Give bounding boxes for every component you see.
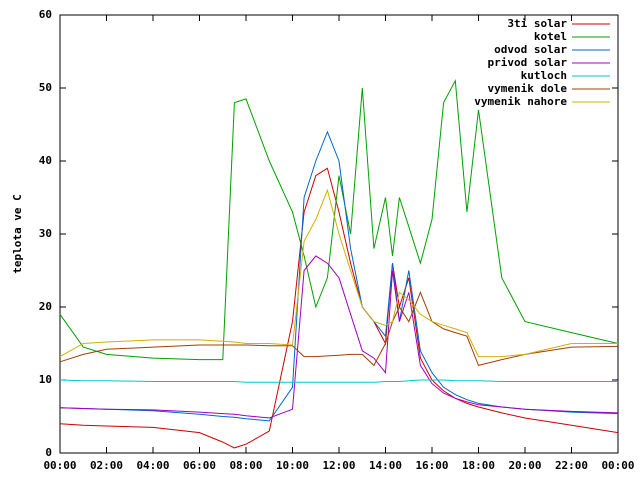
- x-tick-label: 00:00: [601, 459, 634, 472]
- series-line: [59, 188, 618, 358]
- x-tick-label: 00:00: [43, 459, 76, 472]
- legend-label: odvod solar: [494, 43, 567, 56]
- x-tick-label: 22:00: [555, 459, 588, 472]
- y-tick-label: 10: [39, 373, 52, 386]
- legend-label: 3ti solar: [507, 17, 567, 30]
- x-tick-label: 10:00: [276, 459, 309, 472]
- legend-label: privod solar: [488, 56, 568, 69]
- x-tick-label: 02:00: [90, 459, 123, 472]
- x-tick-label: 12:00: [322, 459, 355, 472]
- legend-label: vymenik nahore: [474, 95, 567, 108]
- y-tick-label: 50: [39, 81, 52, 94]
- y-tick-label: 40: [39, 154, 52, 167]
- x-tick-label: 20:00: [508, 459, 541, 472]
- series-line: [59, 379, 618, 383]
- legend-label: vymenik dole: [488, 82, 568, 95]
- x-tick-label: 04:00: [136, 459, 169, 472]
- y-tick-label: 30: [39, 227, 52, 240]
- series-line: [59, 255, 619, 419]
- x-tick-label: 08:00: [229, 459, 262, 472]
- series-line: [59, 78, 619, 361]
- y-tick-label: 60: [39, 8, 52, 21]
- y-axis-label: teplota ve C: [11, 194, 24, 273]
- x-tick-label: 16:00: [415, 459, 448, 472]
- y-tick-label: 20: [39, 300, 52, 313]
- x-tick-label: 06:00: [183, 459, 216, 472]
- x-tick-label: 18:00: [462, 459, 495, 472]
- series-line: [59, 291, 619, 367]
- x-tick-label: 14:00: [369, 459, 402, 472]
- legend-label: kotel: [534, 30, 567, 43]
- legend-label: kutloch: [521, 69, 567, 82]
- y-tick-label: 0: [45, 446, 52, 459]
